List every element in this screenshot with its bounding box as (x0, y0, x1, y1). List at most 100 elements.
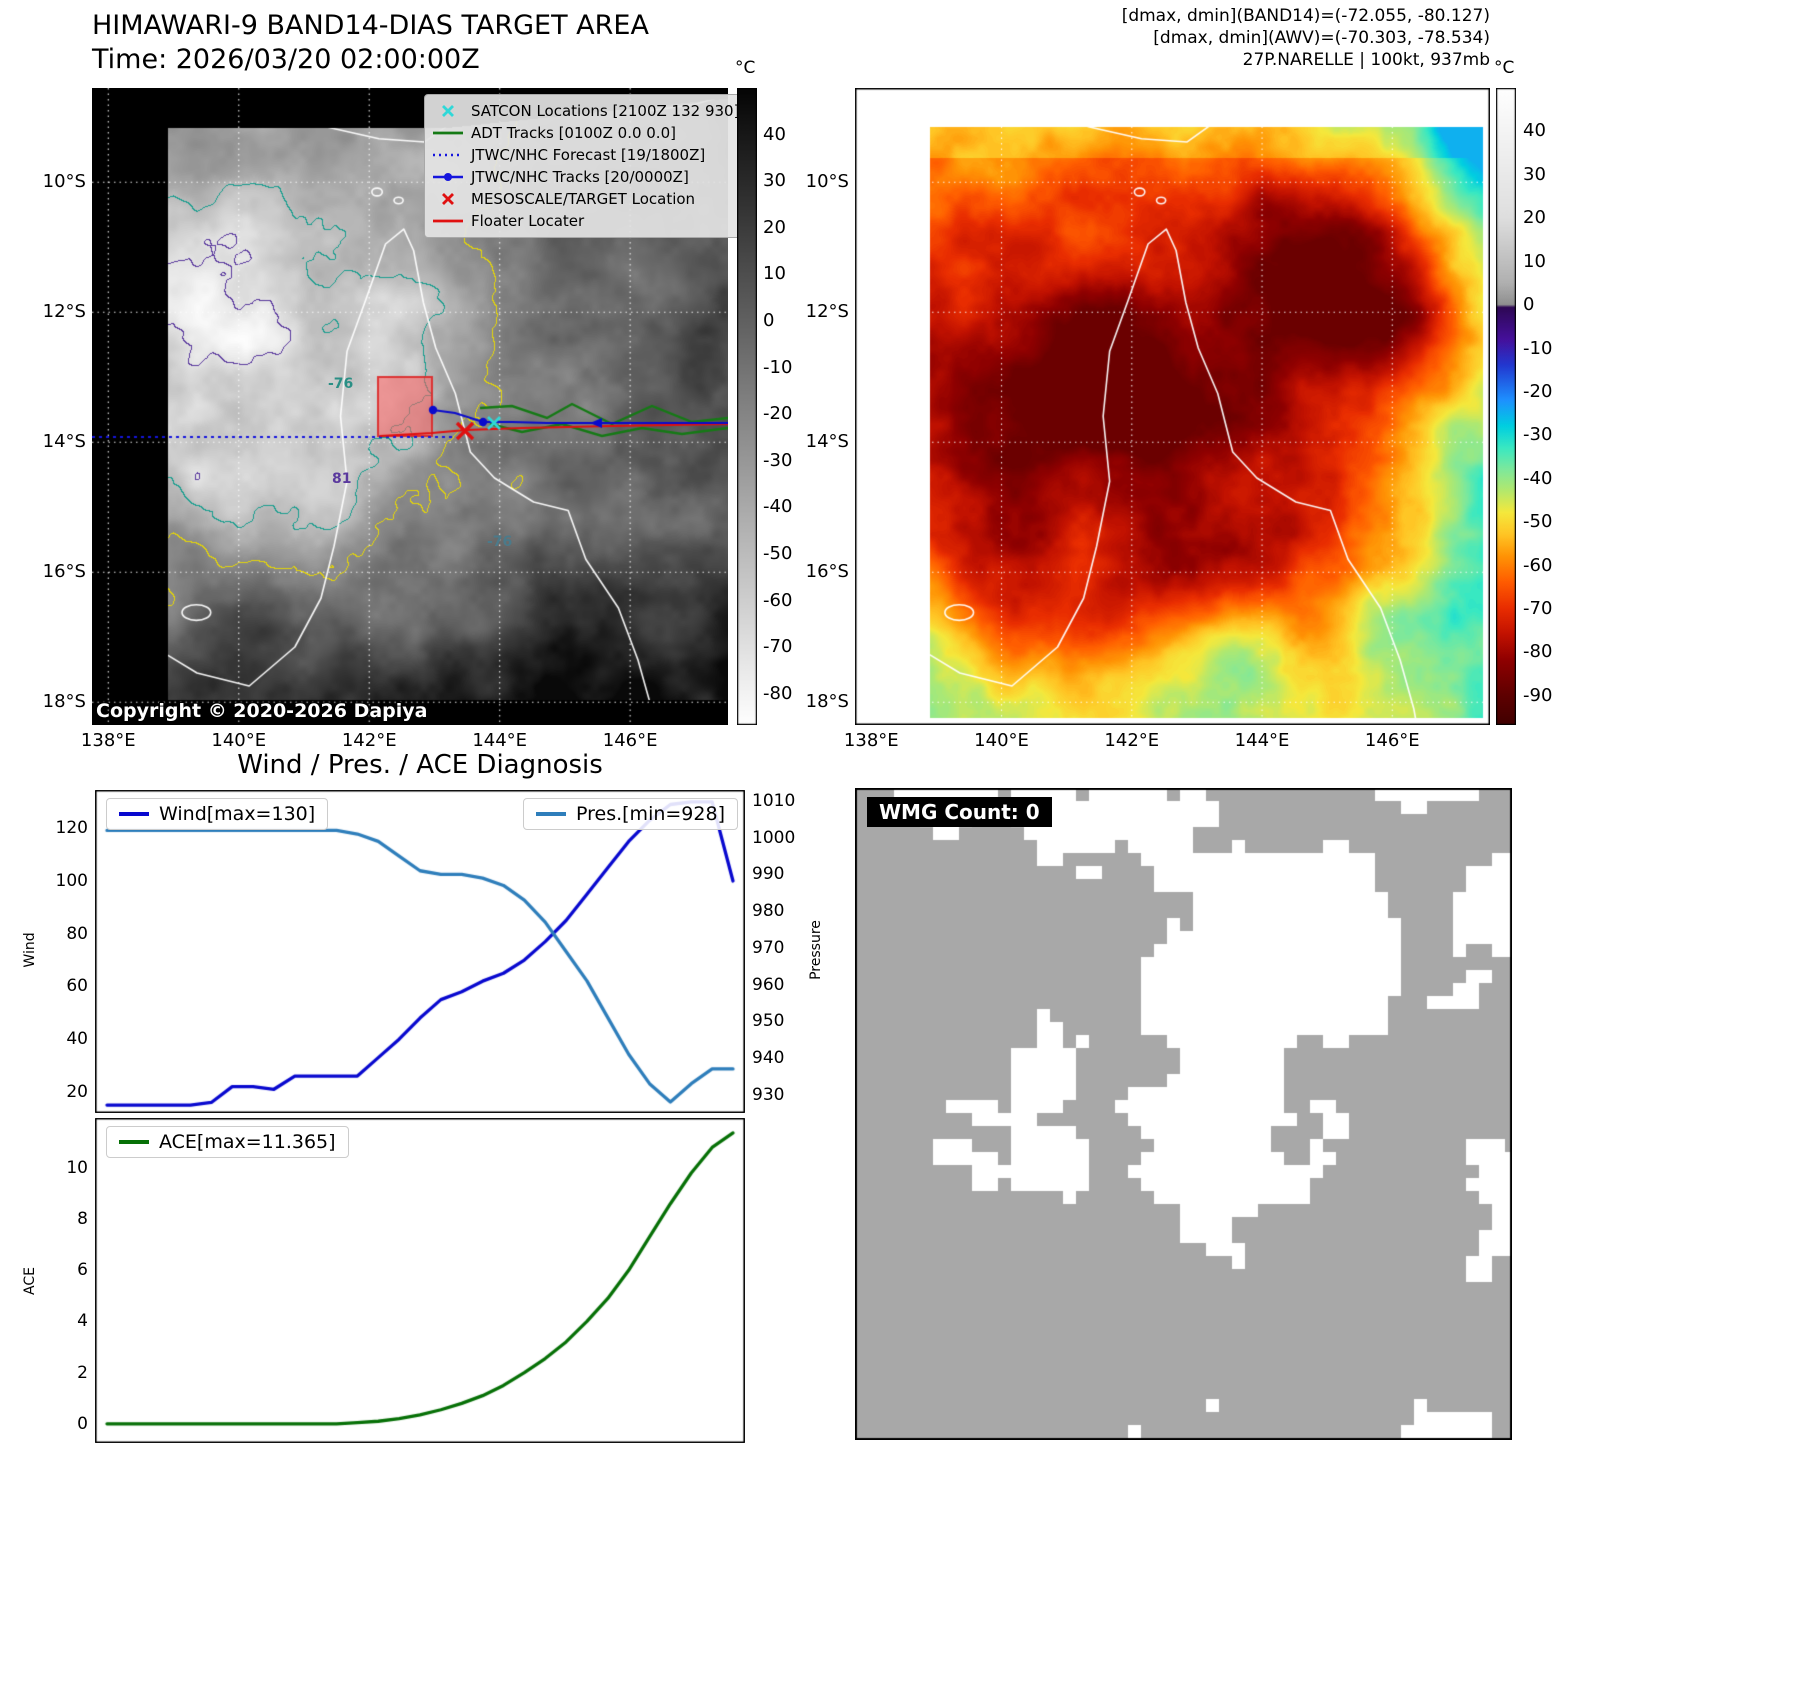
pressure-axis-label: Pressure (808, 920, 824, 980)
wind-axis-label: Wind (22, 932, 38, 968)
awv-satellite-map (855, 88, 1490, 725)
colorbar-tick: 30 (1523, 163, 1546, 185)
pressure-legend: Pres.[min=928] (523, 798, 738, 830)
colorbar-tick: 20 (1523, 207, 1546, 229)
colorbar-tick: 40 (763, 123, 786, 145)
colorbar-tick: -30 (763, 449, 793, 471)
ace-legend-line-icon (119, 1140, 149, 1144)
awv-colorbar (1496, 88, 1516, 725)
legend-item-label: ADT Tracks [0100Z 0.0 0.0] (471, 124, 676, 142)
ace-tick: 10 (66, 1157, 88, 1178)
lat-tick: 10°S (805, 171, 849, 193)
colorbar-tick: 0 (763, 309, 775, 331)
wind-tick: 80 (66, 923, 88, 944)
lon-tick: 142°E (1104, 730, 1160, 751)
colorbar-tick: 40 (1523, 120, 1546, 142)
legend-item: Floater Locater (431, 211, 739, 231)
legend-item: ADT Tracks [0100Z 0.0 0.0] (431, 123, 739, 143)
ace-legend: ACE[max=11.365] (106, 1126, 349, 1158)
wind-legend-line-icon (119, 812, 149, 816)
dmax-dmin-awv: [dmax, dmin](AWV)=(-70.303, -78.534) (1153, 28, 1490, 48)
colorbar-tick: 30 (763, 170, 786, 192)
lat-tick: 14°S (42, 431, 86, 453)
pressure-tick: 980 (752, 901, 785, 922)
colorbar-tick: 0 (1523, 294, 1535, 316)
pressure-tick: 950 (752, 1011, 785, 1032)
colorbar-tick: -60 (763, 589, 793, 611)
pressure-tick: 990 (752, 864, 785, 885)
pressure-legend-line-icon (536, 812, 566, 816)
colorbar-tick: -50 (1523, 511, 1553, 533)
pressure-tick: 970 (752, 937, 785, 958)
ace-tick: 4 (77, 1311, 88, 1332)
wind-tick: 100 (55, 870, 88, 891)
jtwc-forecast-line-icon (431, 146, 465, 164)
contour-label: -76 (487, 534, 513, 550)
lon-tick: 144°E (472, 730, 528, 751)
floater-line-icon (431, 212, 465, 230)
colorbar-tick: -80 (1523, 641, 1553, 663)
lat-tick: 16°S (42, 561, 86, 583)
band14-title: HIMAWARI-9 BAND14-DIAS TARGET AREA (92, 10, 649, 41)
pressure-tick: 1010 (752, 791, 796, 811)
wind-pressure-chart (95, 790, 745, 1113)
dmax-dmin-band14: [dmax, dmin](BAND14)=(-72.055, -80.127) (1121, 6, 1490, 26)
band14-time: Time: 2026/03/20 02:00:00Z (92, 44, 480, 75)
lat-tick: 12°S (42, 301, 86, 323)
legend-item-label: JTWC/NHC Forecast [19/1800Z] (471, 146, 706, 164)
lon-tick: 138°E (80, 730, 136, 751)
ace-chart (95, 1118, 745, 1443)
colorbar-tick: -70 (1523, 598, 1553, 620)
colorbar-tick: -50 (763, 542, 793, 564)
legend-item-label: SATCON Locations [2100Z 132 930] (471, 102, 740, 120)
pressure-tick: 960 (752, 974, 785, 995)
contour-label: -76 (328, 376, 354, 392)
ace-tick: 8 (77, 1209, 88, 1230)
lat-tick: 18°S (805, 691, 849, 713)
wind-tick: 40 (66, 1029, 88, 1050)
pressure-tick: 1000 (752, 827, 796, 848)
legend-item: MESOSCALE/TARGET Location (431, 189, 739, 209)
band14-colorbar (737, 88, 757, 725)
wmg-count-label: WMG Count: 0 (867, 797, 1052, 827)
ace-axis-label: ACE (22, 1267, 38, 1295)
ace-tick: 2 (77, 1362, 88, 1383)
colorbar-tick: -80 (763, 682, 793, 704)
lon-tick: 146°E (1364, 730, 1420, 751)
storm-id-intensity: 27P.NARELLE | 100kt, 937mb (1242, 50, 1490, 70)
ace-legend-label: ACE[max=11.365] (159, 1131, 336, 1153)
lat-tick: 16°S (805, 561, 849, 583)
band14-colorbar-unit: °C (735, 58, 756, 78)
colorbar-tick: -90 (1523, 684, 1553, 706)
lat-tick: 12°S (805, 301, 849, 323)
wind-legend: Wind[max=130] (106, 798, 329, 830)
legend-item-label: Floater Locater (471, 212, 585, 230)
lat-tick: 14°S (805, 431, 849, 453)
diagnosis-title: Wind / Pres. / ACE Diagnosis (237, 750, 603, 780)
wind-tick: 60 (66, 976, 88, 997)
lat-tick: 18°S (42, 691, 86, 713)
colorbar-tick: -10 (1523, 337, 1553, 359)
lon-tick: 146°E (602, 730, 658, 751)
copyright-watermark: Copyright © 2020-2026 Dapiya (96, 700, 428, 722)
lon-tick: 142°E (341, 730, 397, 751)
legend-item: SATCON Locations [2100Z 132 930] (431, 101, 739, 121)
map-legend: SATCON Locations [2100Z 132 930] ADT Trac… (424, 94, 751, 238)
lon-tick: 140°E (974, 730, 1029, 751)
pressure-tick: 930 (752, 1084, 785, 1105)
contour-label: 81 (332, 471, 352, 487)
colorbar-tick: -20 (1523, 380, 1553, 402)
pressure-legend-label: Pres.[min=928] (576, 803, 725, 825)
awv-colorbar-unit: °C (1494, 58, 1515, 78)
lon-tick: 144°E (1234, 730, 1290, 751)
adt-track-line-icon (431, 124, 465, 142)
colorbar-tick: -40 (1523, 467, 1553, 489)
colorbar-tick: -10 (763, 356, 793, 378)
pressure-tick: 940 (752, 1047, 785, 1068)
wind-tick: 120 (55, 818, 88, 839)
colorbar-tick: -20 (763, 403, 793, 425)
wind-legend-label: Wind[max=130] (159, 803, 316, 825)
ace-tick: 0 (77, 1413, 88, 1434)
legend-item: JTWC/NHC Tracks [20/0000Z] (431, 167, 739, 187)
